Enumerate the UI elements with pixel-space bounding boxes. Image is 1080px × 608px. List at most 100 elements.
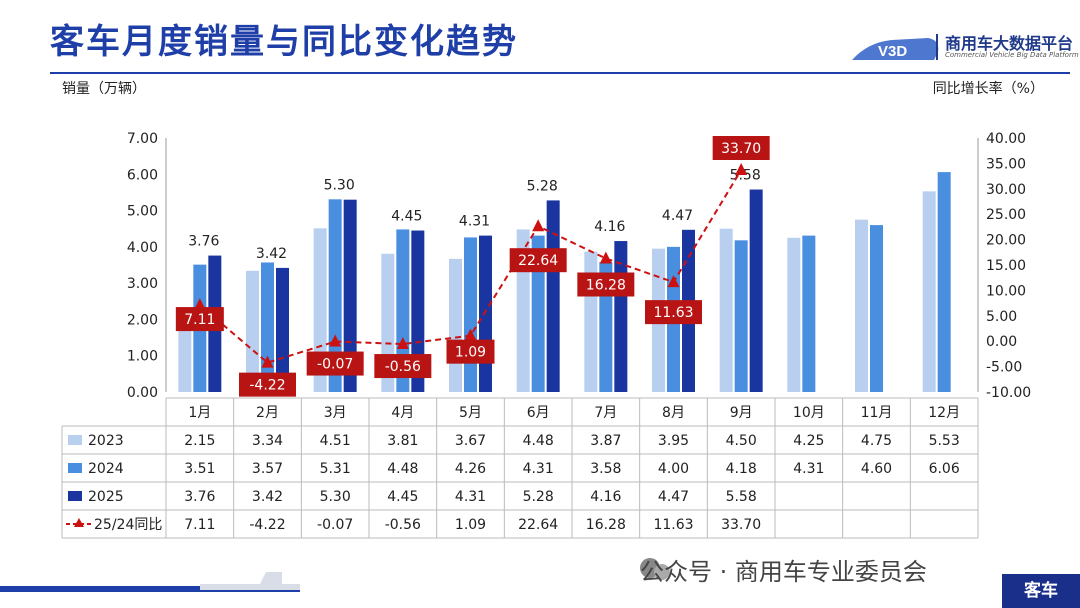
table-cell: 4.48: [523, 433, 554, 449]
right-tick-label: 40.00: [986, 131, 1026, 147]
table-cell: 6.06: [929, 461, 960, 477]
bar-2023: [246, 270, 259, 392]
bar-2024: [396, 229, 410, 392]
yoy-marker: [667, 275, 680, 288]
table-cell: 4.31: [793, 461, 824, 477]
right-tick-label: -10.00: [986, 385, 1031, 401]
table-cell: 4.75: [861, 433, 892, 449]
bar-2024: [531, 235, 545, 392]
legend-label: 2025: [88, 489, 124, 505]
yoy-label: 11.63: [653, 305, 693, 321]
yoy-marker: [532, 219, 545, 232]
table-cell: 5.28: [523, 489, 554, 505]
page-title: 客车月度销量与同比变化趋势: [50, 22, 518, 62]
table-cell: 2.15: [184, 433, 215, 449]
bar-value-label: 3.76: [188, 234, 219, 250]
watermark-text: 公众号 · 商用车专业委员会: [640, 558, 927, 586]
bar-2023: [719, 228, 733, 392]
right-axis-title: 同比增长率（%）: [932, 81, 1044, 97]
bar-2024: [464, 237, 477, 392]
legend-label: 2023: [88, 433, 124, 449]
table-cell: 3.67: [455, 433, 486, 449]
truck-logo-icon: V3D: [852, 34, 939, 60]
yoy-label: 16.28: [586, 277, 626, 293]
table-cell: 4.60: [861, 461, 892, 477]
right-tick-label: 5.00: [986, 309, 1017, 325]
yoy-label-box: [446, 339, 495, 364]
table-cell: 3.58: [590, 461, 621, 477]
table-cell: 11.63: [653, 517, 693, 533]
month-label: 3月: [324, 405, 347, 421]
wechat-icon-2: [654, 564, 670, 580]
table-cell: 4.31: [523, 461, 554, 477]
left-tick-label: 3.00: [127, 276, 158, 292]
table-cell: 4.26: [455, 461, 486, 477]
table-cell: 7.11: [184, 517, 215, 533]
table-cell: 4.18: [726, 461, 757, 477]
bar-2023: [449, 258, 462, 392]
yoy-marker: [464, 328, 477, 341]
bar-2024: [937, 172, 951, 392]
left-tick-label: 1.00: [127, 349, 158, 365]
table-cell: 4.16: [590, 489, 621, 505]
logo-name: 商用车大数据平台: [945, 34, 1074, 53]
bar-2024: [261, 262, 274, 392]
left-tick-label: 0.00: [127, 385, 158, 401]
table-cell: 4.25: [793, 433, 824, 449]
bar-2025: [343, 199, 357, 392]
left-tick-label: 7.00: [127, 131, 158, 147]
right-tick-label: -5.00: [986, 360, 1022, 376]
table-cell: 4.00: [658, 461, 689, 477]
right-tick-label: 20.00: [986, 233, 1026, 249]
month-label: 4月: [391, 405, 414, 421]
month-label: 9月: [730, 405, 753, 421]
right-tick-label: 15.00: [986, 258, 1026, 274]
table-cell: 22.64: [518, 517, 558, 533]
month-label: 7月: [594, 405, 617, 421]
month-label: 10月: [793, 405, 825, 421]
table-cell: 3.51: [184, 461, 215, 477]
month-label: 6月: [527, 405, 550, 421]
table-cell: -0.56: [385, 517, 421, 533]
table-cell: 16.28: [586, 517, 626, 533]
month-label: 8月: [662, 405, 685, 421]
legend-label: 25/24同比: [94, 517, 162, 533]
header-divider: [50, 72, 1070, 74]
bar-value-label: 5.58: [730, 168, 761, 184]
month-label: 1月: [188, 405, 211, 421]
footer-truck-icon: [200, 572, 300, 590]
table-cell: 3.95: [658, 433, 689, 449]
legend-swatch-2023: [68, 435, 82, 445]
bar-2023: [855, 219, 868, 392]
bar-2025: [276, 267, 289, 392]
bar-value-label: 3.42: [256, 246, 287, 262]
yoy-marker: [735, 163, 748, 176]
yoy-label: -4.22: [249, 378, 285, 394]
bar-2025: [411, 230, 425, 392]
yoy-marker: [329, 334, 342, 347]
right-tick-label: 10.00: [986, 283, 1026, 299]
table-cell: 33.70: [721, 517, 761, 533]
yoy-label: 7.11: [184, 312, 215, 328]
right-tick-label: 0.00: [986, 334, 1017, 350]
yoy-label-box: [175, 307, 224, 332]
legend-swatch-2024: [68, 463, 82, 473]
yoy-label-box: [712, 136, 770, 161]
footer-bar: [0, 586, 300, 592]
yoy-label-box: [577, 272, 635, 297]
table-cell: 1.09: [455, 517, 486, 533]
bar-value-label: 4.47: [662, 208, 693, 224]
logo-subtitle: Commercial Vehicle Big Data Platform: [945, 51, 1079, 59]
yoy-marker: [599, 251, 612, 264]
table-cell: 3.76: [184, 489, 215, 505]
yoy-label-box: [645, 300, 702, 325]
table-cell: -4.22: [249, 517, 285, 533]
table-cell: 3.42: [252, 489, 283, 505]
table-cell: 4.45: [387, 489, 418, 505]
table-cell: 3.87: [590, 433, 621, 449]
yoy-label: 33.70: [721, 141, 761, 157]
right-tick-label: 25.00: [986, 207, 1026, 223]
bar-2025: [479, 235, 492, 392]
table-cell: 5.31: [320, 461, 351, 477]
yoy-label-box: [509, 248, 567, 273]
